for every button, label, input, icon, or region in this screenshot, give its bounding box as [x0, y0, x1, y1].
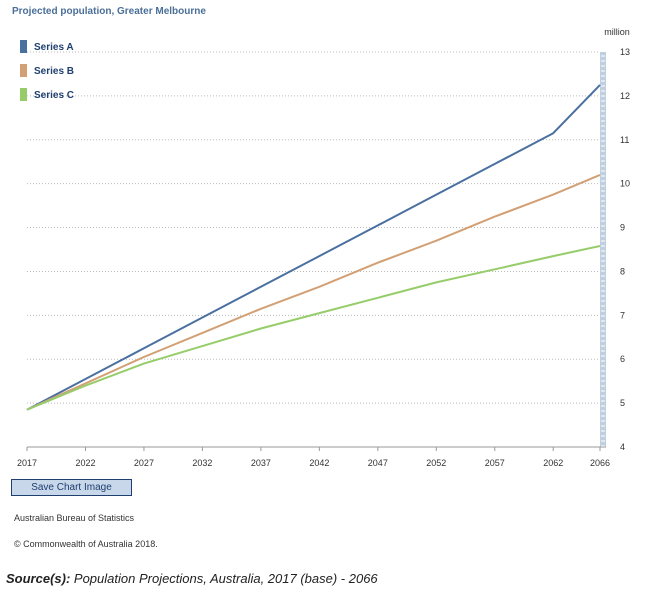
series-line-series-a [26, 84, 601, 411]
source-text: Population Projections, Australia, 2017 … [70, 571, 378, 586]
series-lines [26, 84, 601, 411]
y-tick-label: 10 [620, 179, 630, 189]
x-tick-labels: 2017 2022 2027 2032 2037 2042 2047 2052 2057 2062… [17, 458, 610, 468]
y-tick-label: 9 [620, 223, 625, 233]
y-tick-label: 5 [620, 398, 625, 408]
y-tick-label: 7 [620, 310, 625, 320]
axes [26, 446, 606, 451]
source-citation: Source(s): Population Projections, Austr… [6, 571, 378, 586]
save-chart-image-button[interactable]: Save Chart Image [11, 479, 132, 496]
y-tick-label: 8 [620, 266, 625, 276]
legend-label-series-a: Series A [34, 42, 74, 53]
x-tick-label: 2062 [543, 458, 563, 468]
y-axis-band [600, 52, 606, 447]
y-tick-labels: 4 5 6 7 8 9 10 11 12 13 [620, 47, 630, 452]
y-axis-bar [600, 52, 606, 447]
x-tick-label: 2042 [309, 458, 329, 468]
legend-swatch-series-a [20, 40, 27, 53]
y-tick-label: 6 [620, 354, 625, 364]
copyright-notice: © Commonwealth of Australia 2018. [14, 539, 158, 549]
source-label: Source(s): [6, 571, 71, 586]
x-tick-label: 2032 [192, 458, 212, 468]
series-line-series-c [26, 245, 601, 411]
chart-title: Projected population, Greater Melbourne [12, 6, 206, 17]
y-axis-label: million [604, 27, 630, 37]
x-tick-label: 2066 [590, 458, 610, 468]
y-tick-label: 13 [620, 47, 630, 57]
organisation-name: Australian Bureau of Statistics [14, 513, 135, 523]
legend-label-series-c: Series C [34, 90, 74, 101]
x-tick-label: 2052 [426, 458, 446, 468]
x-tick-label: 2027 [134, 458, 154, 468]
legend-swatch-series-c [20, 88, 27, 101]
series-line-series-b [26, 173, 601, 411]
legend-label-series-b: Series B [34, 66, 74, 77]
y-tick-label: 12 [620, 91, 630, 101]
x-tick-label: 2037 [251, 458, 271, 468]
y-tick-label: 11 [620, 135, 629, 145]
gridlines [27, 51, 600, 404]
x-tick-label: 2022 [75, 458, 95, 468]
x-tick-label: 2047 [368, 458, 388, 468]
x-tick-label: 2057 [485, 458, 505, 468]
chart-area: 2017 2022 2027 2032 2037 2042 2047 2052 2057 2062… [17, 27, 630, 468]
legend: Series A Series B Series C [20, 40, 74, 101]
legend-swatch-series-b [20, 64, 27, 77]
x-tick-label: 2017 [17, 458, 37, 468]
y-tick-label: 4 [620, 442, 625, 452]
